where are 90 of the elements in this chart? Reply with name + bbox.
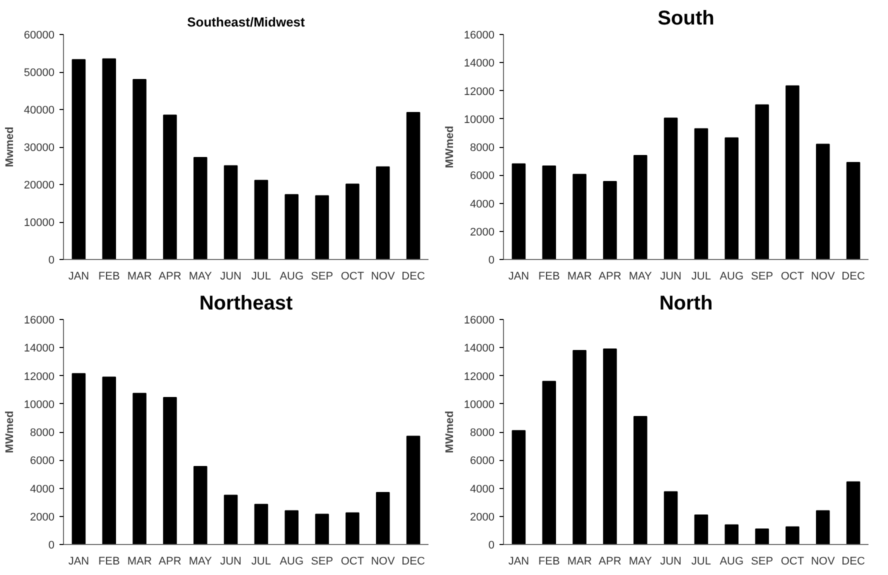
y-tick-label: 12000 [24,370,55,383]
x-tick-label: FEB [538,556,560,568]
x-tick-label: JAN [508,556,530,568]
x-tick-label: NOV [370,556,396,568]
y-tick-label: 16000 [24,314,55,326]
y-tick-label: 10000 [24,398,55,411]
x-tick-label: SEP [751,270,774,282]
x-tick-label: APR [598,556,622,568]
x-tick-label: DEC [402,556,425,568]
y-tick-label: 6000 [470,170,495,182]
x-tick-label: NOV [370,270,396,282]
x-tick-label: MAY [188,270,213,282]
x-tick-label: NOV [810,556,836,568]
y-tick-label: 16000 [464,30,495,42]
x-tick-label: OCT [780,270,804,282]
y-tick-label: 10000 [24,217,55,229]
y-tick-label: 2000 [470,226,495,238]
chart-title: North [659,292,713,314]
x-tick-label: APR [158,270,182,282]
y-tick-label: 12000 [464,370,495,383]
x-tick-label: SEP [311,270,334,282]
y-tick-label: 8000 [470,427,495,439]
x-tick-label: FEB [538,270,560,282]
x-tick-label: NOV [810,270,836,282]
x-tick-label: JUN [220,556,242,568]
x-tick-label: MAY [628,556,653,568]
y-tick-label: 40000 [24,104,55,116]
x-tick-label: OCT [340,270,364,282]
y-tick-label: 14000 [24,342,55,355]
x-tick-label: JUN [660,556,682,568]
y-tick-label: 8000 [470,142,495,154]
y-tick-label: 0 [488,540,495,552]
x-tick-label: APR [158,556,182,568]
x-tick-label: MAR [127,556,152,568]
x-tick-label: JAN [68,556,90,568]
y-tick-label: 30000 [24,142,55,154]
x-tick-label: DEC [842,270,865,282]
y-tick-label: 20000 [24,180,55,192]
y-tick-label: 16000 [464,314,495,326]
y-tick-label: 12000 [464,86,495,98]
x-tick-label: JAN [508,270,530,282]
y-tick-label: 4000 [30,483,55,496]
chart-title: Southeast/Midwest [187,14,306,30]
x-tick-label: MAY [188,556,213,568]
y-axis-title: MWmed [444,410,456,454]
y-tick-label: 10000 [464,114,495,126]
x-tick-label: DEC [842,556,865,568]
x-tick-label: MAR [127,270,152,282]
y-tick-label: 50000 [24,67,55,79]
x-tick-label: AUG [720,270,744,282]
y-tick-label: 2000 [30,511,55,524]
y-tick-label: 6000 [470,455,495,468]
chart-title: Northeast [199,292,294,314]
x-tick-label: DEC [402,270,425,282]
y-tick-label: 0 [48,540,55,552]
x-tick-label: FEB [98,556,120,568]
x-tick-label: AUG [720,556,744,568]
x-tick-label: OCT [780,556,804,568]
x-tick-label: JUN [660,270,682,282]
y-axis-title: MWmed [444,126,456,168]
x-tick-label: OCT [340,556,364,568]
x-tick-label: JUL [691,556,711,568]
y-tick-label: 10000 [464,398,495,411]
y-axis-title: MWmed [4,410,16,454]
x-tick-label: AUG [280,556,304,568]
x-tick-label: FEB [98,270,120,282]
y-tick-label: 4000 [470,198,495,210]
x-tick-label: JAN [68,270,90,282]
x-tick-label: JUL [251,270,271,282]
x-tick-label: SEP [751,556,774,568]
y-tick-label: 2000 [470,511,495,524]
x-tick-label: JUN [220,270,242,282]
y-tick-label: 60000 [24,30,55,42]
y-tick-label: 8000 [30,427,55,439]
y-tick-label: 14000 [464,342,495,355]
y-tick-label: 14000 [464,58,495,70]
chart-title: South [658,8,714,30]
x-tick-label: APR [598,270,622,282]
y-tick-label: 0 [48,254,55,266]
x-tick-label: MAR [567,270,592,282]
y-tick-label: 4000 [470,483,495,496]
y-axis-title: Mwmed [4,126,16,168]
x-tick-label: MAR [567,556,592,568]
x-tick-label: MAY [628,270,653,282]
x-tick-label: AUG [280,270,304,282]
x-tick-label: SEP [311,556,334,568]
x-tick-label: JUL [251,556,271,568]
y-tick-label: 6000 [30,455,55,468]
y-tick-label: 0 [488,254,495,266]
x-tick-label: JUL [691,270,711,282]
